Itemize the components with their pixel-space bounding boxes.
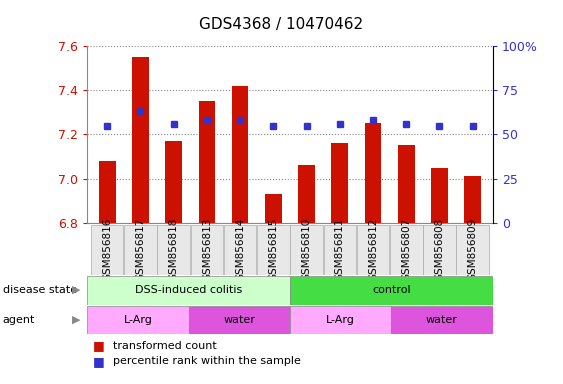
Bar	[257, 225, 289, 275]
Bar	[431, 167, 448, 223]
Text: L-Arg: L-Arg	[326, 315, 355, 325]
Text: GSM856815: GSM856815	[269, 218, 278, 281]
Bar	[423, 225, 455, 275]
Text: GDS4368 / 10470462: GDS4368 / 10470462	[199, 17, 364, 33]
Text: GSM856818: GSM856818	[169, 218, 178, 281]
Bar	[166, 141, 182, 223]
Bar	[290, 306, 391, 334]
Text: ▶: ▶	[72, 285, 81, 295]
Bar	[457, 225, 489, 275]
Bar	[290, 276, 493, 305]
Bar	[232, 86, 248, 223]
Text: ■: ■	[93, 355, 105, 368]
Bar	[365, 123, 381, 223]
Bar	[357, 225, 389, 275]
Bar	[99, 161, 115, 223]
Bar	[332, 143, 348, 223]
Text: percentile rank within the sample: percentile rank within the sample	[113, 356, 301, 366]
Text: DSS-induced colitis: DSS-induced colitis	[135, 285, 242, 295]
Text: water: water	[224, 315, 255, 325]
Text: transformed count: transformed count	[113, 341, 216, 351]
Text: GSM856807: GSM856807	[401, 218, 411, 281]
Text: GSM856814: GSM856814	[235, 218, 245, 281]
Bar	[132, 57, 149, 223]
Text: agent: agent	[3, 315, 35, 325]
Bar	[199, 101, 215, 223]
Text: GSM856816: GSM856816	[102, 218, 112, 281]
Text: GSM856811: GSM856811	[335, 218, 345, 281]
Text: ■: ■	[93, 339, 105, 353]
Bar	[158, 225, 190, 275]
Bar	[265, 194, 282, 223]
Bar	[464, 176, 481, 223]
Text: ▶: ▶	[72, 315, 81, 325]
Bar	[87, 276, 290, 305]
Bar	[191, 225, 223, 275]
Text: disease state: disease state	[3, 285, 77, 295]
Bar	[124, 225, 157, 275]
Text: GSM856808: GSM856808	[435, 218, 444, 281]
Bar	[189, 306, 290, 334]
Text: L-Arg: L-Arg	[123, 315, 153, 325]
Text: GSM856812: GSM856812	[368, 218, 378, 281]
Text: water: water	[426, 315, 458, 325]
Text: GSM856809: GSM856809	[468, 218, 477, 281]
Bar	[87, 306, 189, 334]
Bar	[291, 225, 323, 275]
Bar	[390, 225, 422, 275]
Text: GSM856813: GSM856813	[202, 218, 212, 281]
Bar	[398, 146, 414, 223]
Bar	[91, 225, 123, 275]
Bar	[298, 166, 315, 223]
Text: GSM856817: GSM856817	[136, 218, 145, 281]
Bar	[224, 225, 256, 275]
Text: GSM856810: GSM856810	[302, 218, 311, 281]
Text: control: control	[372, 285, 410, 295]
Bar	[391, 306, 493, 334]
Bar	[324, 225, 356, 275]
